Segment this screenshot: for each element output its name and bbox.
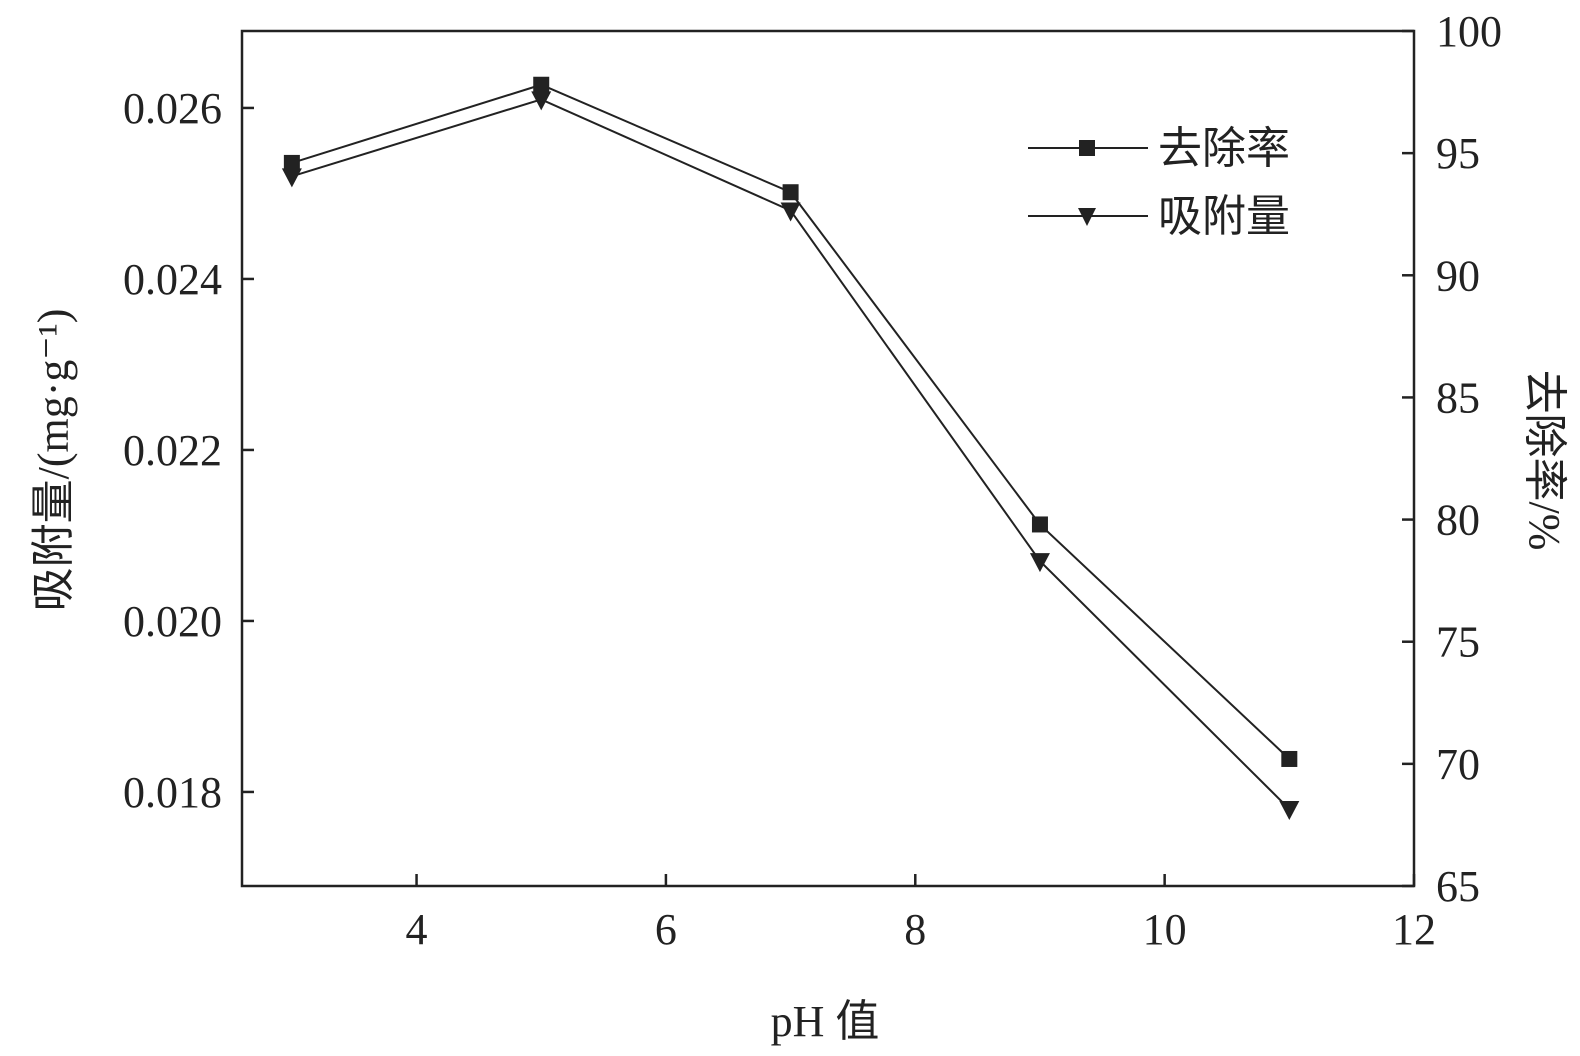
right-y-tick-label: 90 (1436, 251, 1480, 300)
legend-label-removal-rate: 去除率 (1158, 123, 1290, 174)
left-y-tick-label: 0.024 (123, 255, 222, 304)
data-point-removal-rate (782, 184, 799, 201)
legend: 去除率 吸附量 (1028, 123, 1290, 242)
right-y-tick-label: 75 (1436, 618, 1480, 667)
data-point-removal-rate (1031, 516, 1048, 533)
left-y-axis-title: 吸附量/(mg·g⁻¹) (29, 309, 78, 612)
right-y-tick-label: 100 (1436, 7, 1502, 56)
legend-marker-adsorption (1078, 208, 1096, 226)
x-axis-title: pH 值 (771, 997, 880, 1046)
legend-marker-removal-rate (1079, 140, 1095, 156)
x-tick-label: 8 (904, 905, 926, 954)
x-tick-label: 12 (1392, 905, 1436, 954)
right-y-axis-title: 去除率/% (1520, 370, 1569, 551)
right-y-tick-label: 80 (1436, 496, 1480, 545)
x-tick-label: 6 (655, 905, 677, 954)
left-y-axis-ticks: 0.018 0.020 0.022 0.024 0.026 (123, 84, 254, 817)
right-y-axis-ticks: 65 70 75 80 85 90 95 100 (1402, 7, 1502, 911)
right-y-tick-label: 65 (1436, 862, 1480, 911)
legend-label-adsorption: 吸附量 (1158, 191, 1290, 242)
right-y-tick-label: 85 (1436, 373, 1480, 422)
data-point-removal-rate (1281, 750, 1298, 767)
plot-frame (240, 29, 1416, 888)
data-point-adsorption (1279, 801, 1300, 821)
x-tick-label: 4 (406, 905, 428, 954)
data-point-adsorption (1029, 553, 1050, 573)
legend-item-removal-rate: 去除率 (1028, 123, 1290, 174)
data-point-removal-rate (283, 154, 300, 171)
right-y-tick-label: 95 (1436, 129, 1480, 178)
series-layer (281, 76, 1300, 821)
legend-item-adsorption: 吸附量 (1028, 191, 1290, 242)
left-y-tick-label: 0.022 (123, 426, 222, 475)
data-point-adsorption (281, 168, 302, 188)
left-y-tick-label: 0.026 (123, 84, 222, 133)
x-axis-ticks: 4 6 8 10 12 (406, 874, 1436, 954)
left-y-tick-label: 0.020 (123, 597, 222, 646)
left-y-tick-label: 0.018 (123, 768, 222, 817)
data-point-adsorption (780, 202, 801, 222)
x-tick-label: 10 (1143, 905, 1187, 954)
right-y-tick-label: 70 (1436, 740, 1480, 789)
data-point-removal-rate (533, 76, 550, 93)
data-point-adsorption (531, 91, 552, 111)
